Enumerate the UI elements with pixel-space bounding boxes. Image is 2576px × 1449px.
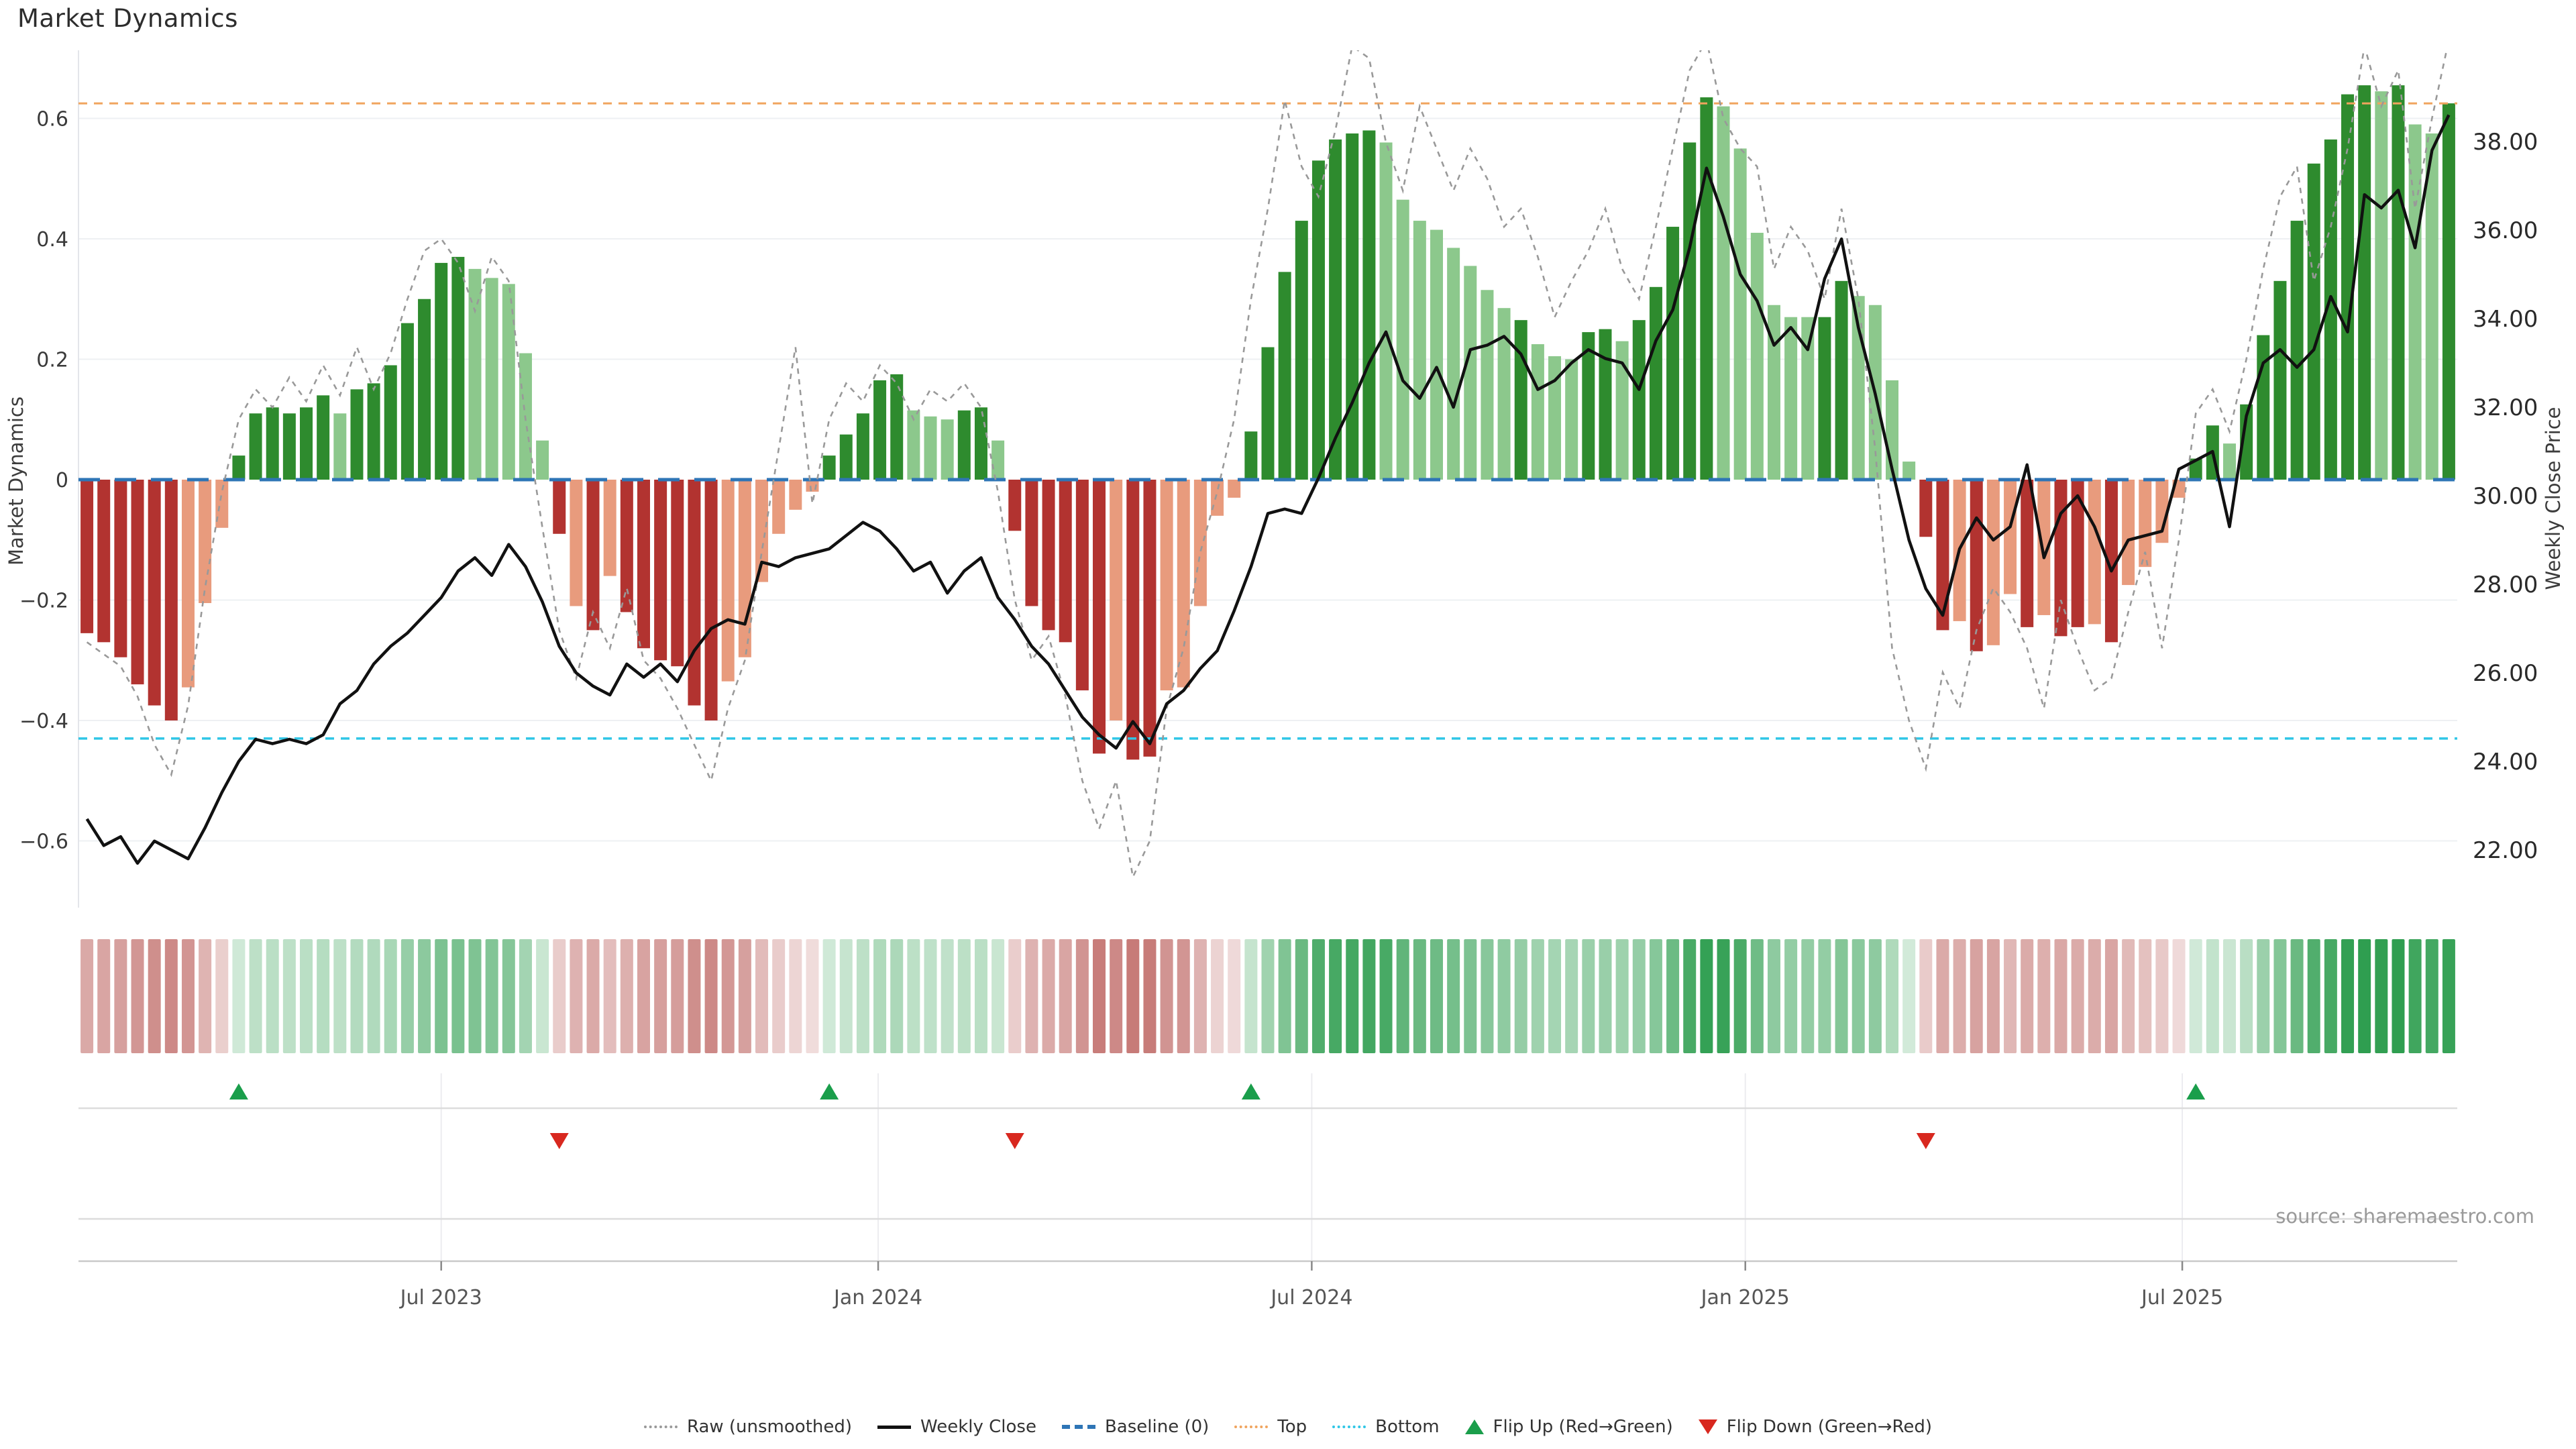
svg-text:28.00: 28.00 [2473,572,2538,598]
bottom-line-swatch-icon [1332,1426,1366,1428]
legend-label: Baseline (0) [1104,1417,1210,1437]
chart-legend: Raw (unsmoothed) Weekly Close Baseline (… [0,1417,2576,1437]
marker-subplot-grid [78,1073,2457,1263]
svg-text:38.00: 38.00 [2473,129,2538,156]
svg-text:−0.2: −0.2 [19,590,68,613]
legend-item-flip-down: Flip Down (Green→Red) [1698,1417,1933,1437]
svg-text:30.00: 30.00 [2473,483,2538,510]
heatmap-strip [80,939,2455,1053]
baseline-swatch-icon [1061,1425,1095,1429]
svg-text:24.00: 24.00 [2473,749,2538,775]
flip-up-markers [229,1083,2206,1099]
svg-text:0.6: 0.6 [36,108,68,131]
flip-down-markers [549,1133,1935,1149]
chart-title: Market Dynamics [17,4,238,33]
svg-text:0.4: 0.4 [36,228,68,252]
svg-text:26.00: 26.00 [2473,660,2538,687]
svg-text:0: 0 [56,469,68,492]
legend-label: Flip Up (Red→Green) [1493,1417,1673,1437]
legend-label: Bottom [1375,1417,1440,1437]
legend-item-flip-up: Flip Up (Red→Green) [1464,1417,1673,1437]
raw-unsmoothed-line [86,50,2448,880]
svg-text:Jul 2024: Jul 2024 [1269,1286,1352,1309]
flip-up-triangle-icon [1464,1419,1484,1434]
svg-text:36.00: 36.00 [2473,217,2538,244]
weekly-close-line [85,114,2451,865]
x-axis-labels: Jul 2023 Jan 2024 Jul 2024 Jan 2025 Jul 2025 [399,1261,2223,1309]
legend-label: Raw (unsmoothed) [686,1417,853,1437]
legend-label: Flip Down (Green→Red) [1726,1417,1933,1437]
svg-text:22.00: 22.00 [2473,837,2538,864]
svg-text:−0.4: −0.4 [19,710,68,733]
top-line-swatch-icon [1234,1426,1269,1428]
source-credit: source: sharemaestro.com [2275,1205,2534,1228]
raw-line-swatch-icon [643,1426,678,1428]
svg-text:Jul 2025: Jul 2025 [2140,1286,2223,1309]
svg-text:0.2: 0.2 [36,349,68,372]
flip-down-triangle-icon [1698,1419,1717,1434]
svg-text:Jan 2025: Jan 2025 [1700,1286,1790,1309]
market-dynamics-bars [80,85,2455,760]
legend-item-top: Top [1234,1417,1307,1437]
svg-text:−0.6: −0.6 [19,830,68,854]
legend-item-weekly-close: Weekly Close [877,1417,1036,1437]
legend-item-raw: Raw (unsmoothed) [643,1417,853,1437]
svg-text:Jan 2024: Jan 2024 [833,1286,922,1309]
legend-item-bottom: Bottom [1332,1417,1440,1437]
svg-text:32.00: 32.00 [2473,394,2538,421]
svg-text:34.00: 34.00 [2473,306,2538,333]
right-axis-ticks: 38.00 36.00 34.00 32.00 30.00 28.00 26.00 24.00… [2473,129,2538,864]
legend-label: Weekly Close [920,1417,1036,1437]
legend-item-baseline: Baseline (0) [1061,1417,1210,1437]
svg-text:Jul 2023: Jul 2023 [399,1286,482,1309]
legend-label: Top [1277,1417,1307,1437]
close-line-swatch-icon [877,1425,912,1429]
left-axis-ticks: 0.6 0.4 0.2 0 −0.2 −0.4 −0.6 [19,108,68,854]
